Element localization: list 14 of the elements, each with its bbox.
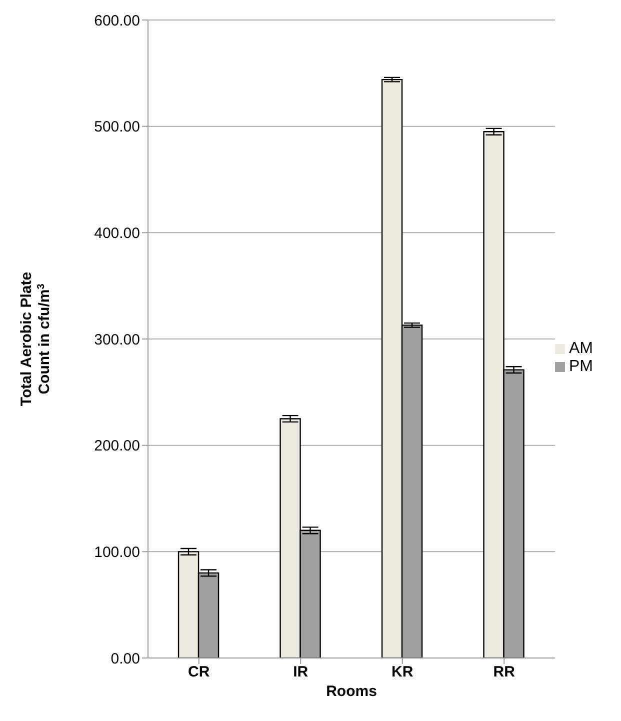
legend-label: PM: [569, 358, 593, 375]
y-tick-label: 300.00: [94, 331, 140, 348]
y-tick-label: 100.00: [94, 544, 140, 561]
y-tick-label: 600.00: [94, 12, 140, 30]
y-tick-label: 500.00: [94, 118, 140, 136]
y-tick-label: 400.00: [94, 224, 140, 242]
legend-label: AM: [569, 340, 593, 357]
x-tick-label: RR: [493, 664, 516, 681]
y-tick-label: 200.00: [94, 438, 140, 455]
x-tick-label: CR: [188, 664, 210, 681]
x-axis-title: Rooms: [326, 683, 377, 700]
y-tick-label: 0.00: [110, 650, 140, 668]
x-tick-label: IR: [293, 664, 308, 681]
x-tick-label: KR: [392, 664, 414, 681]
